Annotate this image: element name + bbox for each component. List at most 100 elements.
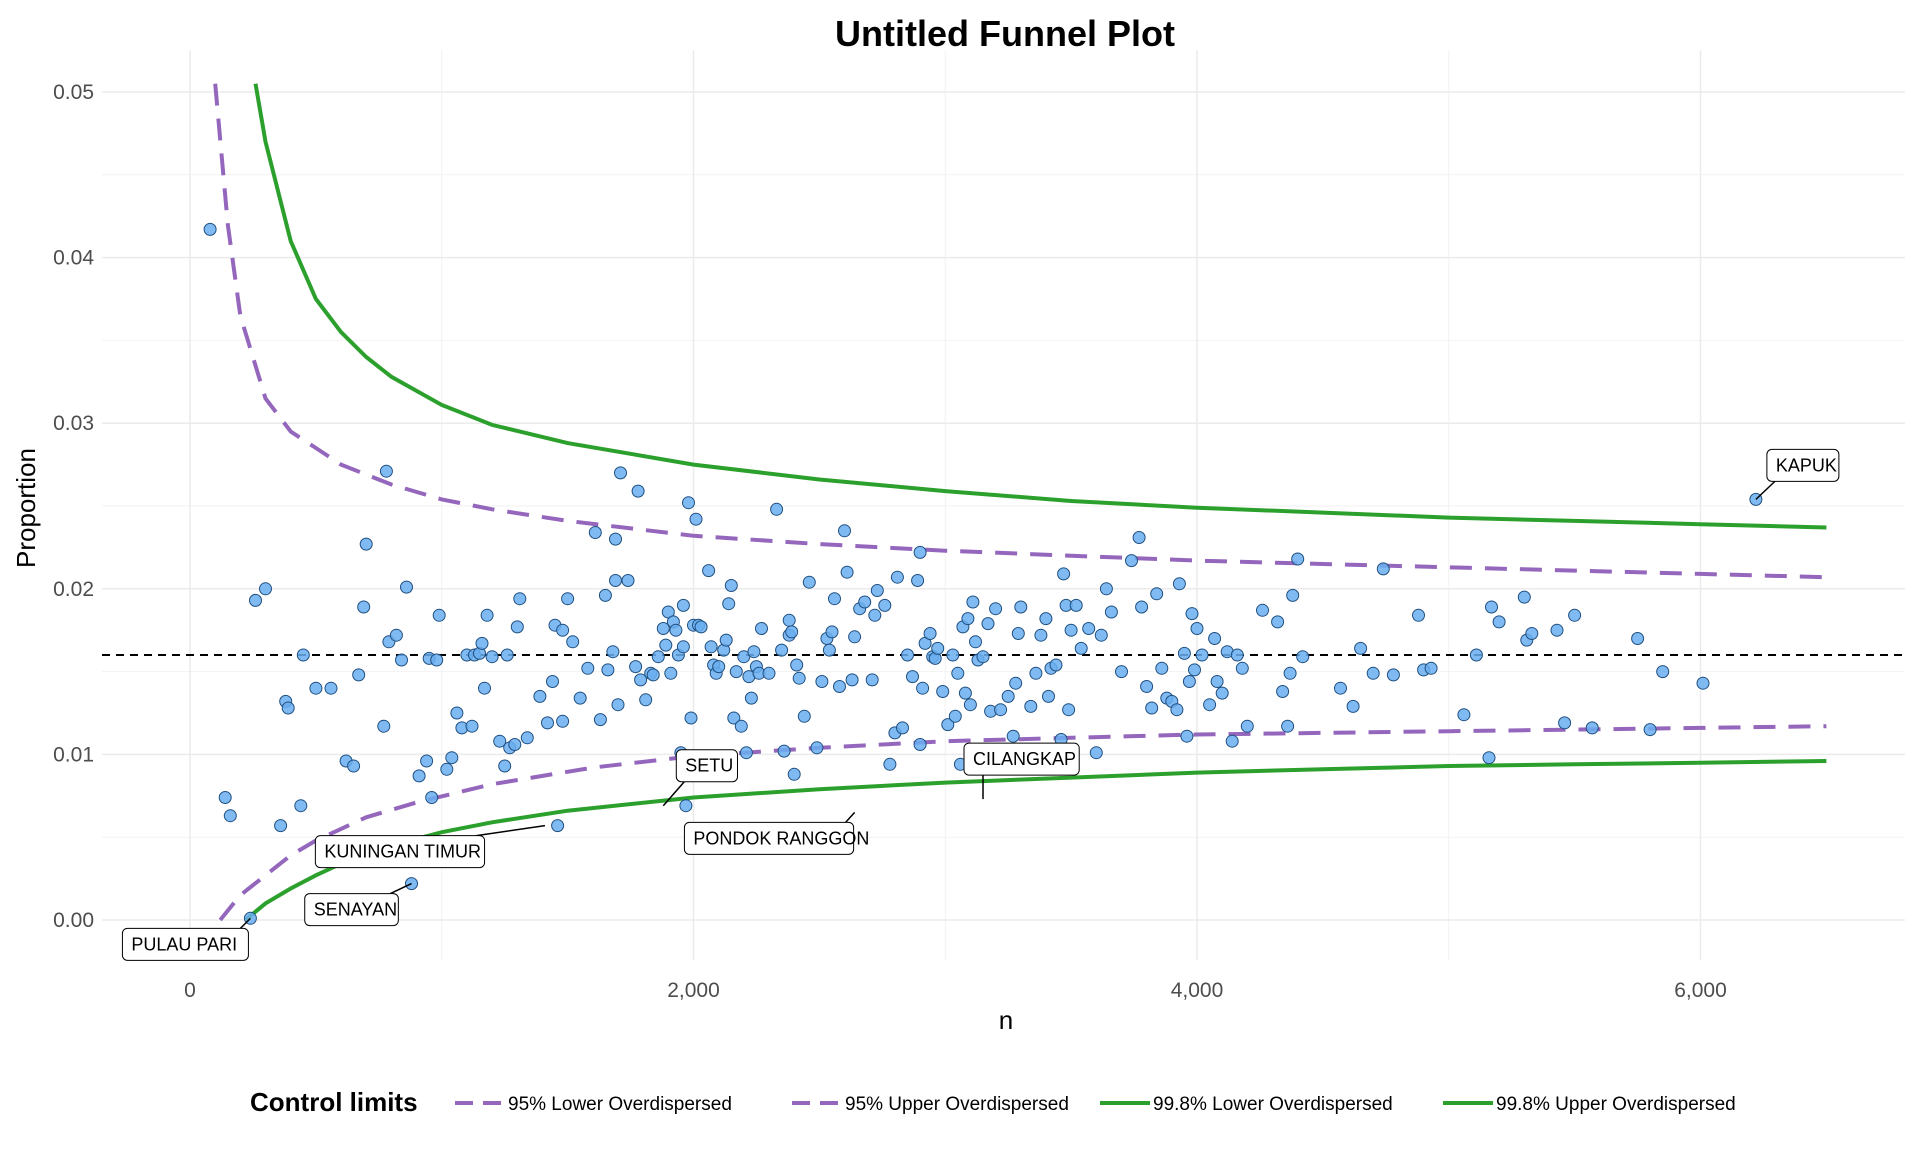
data-point	[1099, 582, 1113, 596]
data-point	[1069, 598, 1083, 612]
data-point	[629, 660, 643, 674]
annotation-leader	[845, 811, 856, 823]
data-point	[609, 574, 622, 587]
data-point	[1001, 689, 1015, 703]
data-point	[425, 791, 439, 804]
annotation-label: PULAU PARI	[131, 934, 237, 954]
data-point	[981, 617, 995, 631]
data-point	[1210, 675, 1224, 688]
data-point	[1074, 641, 1088, 655]
limit-line-998	[244, 759, 1827, 922]
legend-label-1: 95% Lower Overdispersed	[508, 1094, 732, 1115]
data-point	[792, 671, 806, 685]
data-point	[1125, 554, 1138, 568]
data-point	[377, 719, 391, 733]
data-point	[923, 627, 937, 640]
data-point	[802, 575, 816, 589]
data-point	[896, 721, 909, 735]
data-point	[976, 650, 990, 664]
data-point	[878, 598, 892, 612]
data-point	[669, 623, 683, 637]
data-point	[1482, 751, 1496, 765]
data-point	[961, 612, 975, 626]
data-point	[1104, 605, 1118, 619]
data-point	[782, 613, 796, 627]
x-tick-label: 2,000	[667, 979, 720, 1002]
annotation-box	[314, 835, 486, 869]
data-point	[1366, 666, 1380, 680]
data-point	[480, 608, 494, 622]
data-point	[1195, 648, 1209, 662]
data-point	[412, 769, 426, 783]
data-point	[498, 759, 512, 773]
data-point	[739, 746, 753, 760]
data-point	[440, 762, 454, 776]
data-point	[1283, 666, 1297, 680]
data-point	[296, 648, 310, 662]
y-tick-label: 0.03	[53, 412, 94, 435]
point-annotations: KAPUK CILANGKAP SETU PONDOK RANGGON KUNINGAN…	[121, 448, 1840, 961]
data-point	[450, 706, 464, 720]
annotation-label: SENAYAN	[314, 900, 397, 920]
data-point	[1457, 708, 1471, 722]
data-point	[1558, 716, 1572, 730]
data-point	[485, 650, 499, 664]
data-point	[1281, 719, 1295, 733]
data-point	[1170, 703, 1184, 717]
data-point	[946, 648, 960, 662]
data-point	[475, 636, 489, 650]
data-point	[541, 716, 554, 730]
annotation-leader	[390, 882, 412, 895]
data-point	[911, 574, 925, 587]
y-tick-label: 0.01	[53, 743, 94, 766]
data-point	[379, 464, 393, 478]
data-point	[551, 819, 565, 833]
data-point	[1215, 686, 1229, 700]
data-point	[389, 628, 403, 642]
data-point	[1132, 531, 1146, 544]
data-point	[359, 537, 373, 551]
y-tick-label: 0.00	[53, 909, 94, 932]
data-point	[621, 574, 635, 587]
data-point	[561, 592, 575, 606]
data-point	[1042, 689, 1055, 703]
annotation-leader	[476, 824, 546, 837]
data-point	[1177, 646, 1191, 660]
data-point	[281, 701, 295, 715]
data-point	[1011, 627, 1025, 640]
data-point	[510, 620, 524, 634]
data-point	[1009, 676, 1023, 690]
annotation-box	[121, 927, 249, 961]
data-point	[606, 645, 620, 659]
annotation-box	[304, 893, 399, 927]
data-point	[1024, 699, 1038, 713]
data-point	[1485, 600, 1498, 614]
data-point	[400, 580, 413, 594]
data-point	[1182, 675, 1196, 688]
data-point	[1203, 698, 1217, 712]
data-point	[1631, 632, 1645, 645]
annotation-label: PONDOK RANGGON	[693, 828, 869, 848]
annotation-label: SETU	[685, 756, 733, 776]
data-point	[1354, 641, 1368, 655]
x-axis-title: n	[999, 1005, 1013, 1035]
data-point	[883, 757, 897, 771]
data-point	[828, 592, 841, 606]
data-point	[1014, 600, 1028, 614]
data-point	[478, 681, 491, 695]
data-point	[1286, 588, 1300, 602]
data-point	[775, 643, 789, 657]
data-point	[1208, 632, 1222, 645]
annotation-label: KAPUK	[1776, 455, 1837, 475]
data-point	[1492, 615, 1506, 629]
data-point	[755, 622, 768, 635]
data-point	[951, 666, 965, 680]
data-point	[948, 709, 962, 723]
annotation-leader	[239, 917, 251, 929]
data-point	[352, 668, 366, 682]
data-point	[588, 526, 602, 539]
data-point	[1089, 746, 1103, 760]
legend: Control limits 95% Lower Overdispersed 95…	[250, 1087, 1736, 1117]
data-point	[1386, 668, 1400, 682]
data-point	[1064, 623, 1078, 637]
